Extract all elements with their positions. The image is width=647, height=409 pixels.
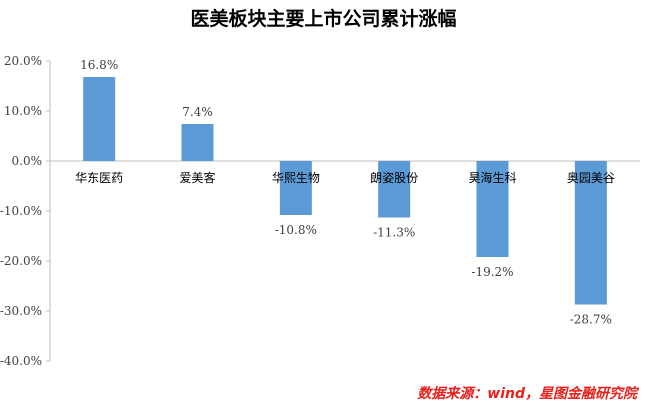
data-label: -10.8% (275, 223, 317, 237)
category-label: 爱美客 (179, 170, 215, 185)
y-tick-label: 20.0% (4, 54, 42, 68)
category-label: 华熙生物 (272, 171, 320, 185)
bar (476, 161, 509, 257)
bar (574, 161, 607, 305)
chart-bars (83, 77, 607, 305)
data-label: 16.8% (80, 58, 118, 72)
chart-labels: 16.8% 华东医药 7.4% 爱美客 -10.8% 华熙生物 -11.3% 朗姿股份 -19.… (75, 58, 615, 327)
data-label: -11.3% (373, 226, 415, 240)
y-tick-label: 10.0% (4, 104, 42, 118)
bar (279, 161, 312, 215)
category-label: 昊海生科 (468, 170, 516, 185)
data-label: -28.7% (570, 313, 612, 327)
y-tick-label: 0.0% (12, 154, 43, 168)
chart-title: 医美板块主要上市公司累计涨幅 (190, 8, 457, 30)
category-label: 朗姿股份 (370, 171, 418, 185)
category-label: 华东医药 (75, 171, 123, 185)
bar (83, 77, 116, 161)
y-tick-label: -10.0% (0, 204, 42, 218)
chart-axes: 20.0% 10.0% 0.0% -10.0% -20.0% -30.0% -40.0% (0, 54, 640, 368)
data-label: -19.2% (471, 265, 513, 279)
source-note: 数据来源：wind，星图金融研究院 (417, 386, 637, 402)
bar (378, 161, 411, 218)
bar (181, 124, 214, 161)
y-tick-label: -40.0% (0, 354, 42, 368)
data-label: 7.4% (182, 105, 213, 119)
y-tick-label: -20.0% (0, 254, 42, 268)
category-label: 奥园美谷 (567, 171, 615, 185)
y-tick-label: -30.0% (0, 304, 42, 318)
